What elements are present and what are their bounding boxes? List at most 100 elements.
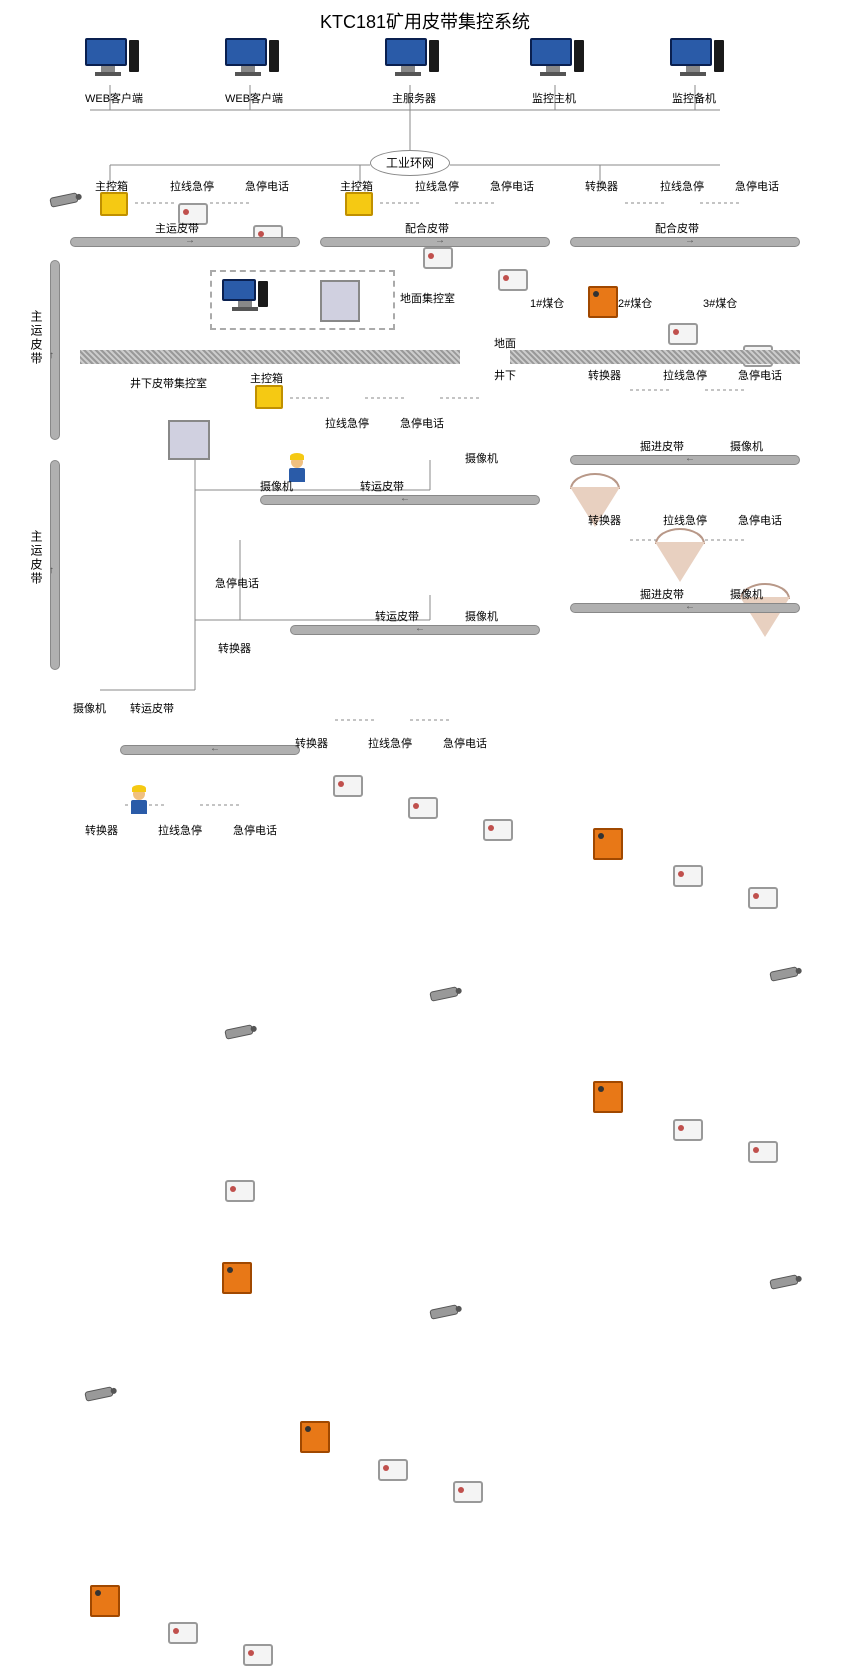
label-converter-b1: 转换器 (295, 735, 328, 751)
pull-stop-b2 (168, 1622, 198, 1644)
under-pull-stop (333, 775, 363, 797)
label-pull-stop-b1: 拉线急停 (368, 735, 412, 751)
label-trans-belt-2: 转运皮带 (375, 608, 419, 624)
pull-stop-box-b (423, 247, 453, 269)
label-silo-3: 3#煤仓 (703, 295, 737, 311)
label-trans-belt-1: 转运皮带 (360, 478, 404, 494)
label-main-server: 主服务器 (392, 90, 436, 106)
label-camera-mid: 摄像机 (465, 450, 498, 466)
ground-room-pc (222, 279, 256, 301)
converter-2 (593, 1081, 623, 1113)
camera-mid (429, 986, 458, 1002)
camera-bl (84, 1386, 113, 1402)
under-main-ctrl (255, 385, 283, 409)
converter-b1 (300, 1421, 330, 1453)
under-estop-phone (408, 797, 438, 819)
system-title: KTC181矿用皮带集控系统 (0, 8, 850, 34)
label-main-ctrl-b: 主控箱 (340, 178, 373, 194)
converter-b2 (90, 1585, 120, 1617)
belt-trans-1 (260, 495, 540, 505)
label-dig-belt-2: 掘进皮带 (640, 586, 684, 602)
converter-box-c (588, 286, 618, 318)
ground-room-cabinet (320, 280, 360, 322)
ground-bar-right (510, 350, 800, 364)
label-monitor-backup: 监控备机 (672, 90, 716, 106)
estop-phone-box-b (498, 269, 528, 291)
vlabel-1: 主运皮带 (28, 310, 45, 366)
camera-dig-2 (769, 1274, 798, 1290)
ground-room-operator (288, 456, 306, 480)
label-estop-phone-r2: 急停电话 (738, 512, 782, 528)
label-estop-phone-c: 急停电话 (735, 178, 779, 194)
belt-trans-3 (120, 745, 300, 755)
estop-phone-b2 (243, 1644, 273, 1666)
label-under-pull-stop-2: 拉线急停 (663, 367, 707, 383)
label-under-room: 井下皮带集控室 (130, 375, 207, 391)
camera-trans-1 (224, 1024, 253, 1040)
belt-main-1 (70, 237, 300, 247)
label-coop-belt-2: 配合皮带 (655, 220, 699, 236)
pull-stop-b1 (378, 1459, 408, 1481)
label-ground-room: 地面集控室 (400, 290, 455, 306)
under-operator (130, 788, 148, 812)
computer-web-client-1 (85, 38, 127, 66)
under-converter (593, 828, 623, 860)
label-dig-belt-1: 掘进皮带 (640, 438, 684, 454)
belt-coop-2 (570, 237, 800, 247)
under-cabinet (168, 420, 210, 460)
label-converter-c: 转换器 (585, 178, 618, 194)
pull-stop-r2 (673, 1119, 703, 1141)
under-pull-stop-2 (673, 865, 703, 887)
silo-2 (655, 528, 705, 583)
main-ctrl-box (100, 192, 128, 216)
label-coop-belt-1: 配合皮带 (405, 220, 449, 236)
label-silo-1: 1#煤仓 (530, 295, 564, 311)
label-silo-2: 2#煤仓 (618, 295, 652, 311)
label-under-pull-stop: 拉线急停 (325, 415, 369, 431)
label-main-ctrl: 主控箱 (95, 178, 128, 194)
vlabel-2: 主运皮带 (28, 530, 45, 586)
belt-trans-2 (290, 625, 540, 635)
label-trans-belt-3: 转运皮带 (130, 700, 174, 716)
label-camera-dig-2: 摄像机 (730, 586, 763, 602)
label-estop-phone-b: 急停电话 (490, 178, 534, 194)
label-converter-b2: 转换器 (85, 822, 118, 838)
label-estop-phone-b2: 急停电话 (233, 822, 277, 838)
label-pull-stop-b2: 拉线急停 (158, 822, 202, 838)
label-underground: 井下 (494, 367, 516, 383)
camera-trans-2 (429, 1304, 458, 1320)
label-under-main-ctrl: 主控箱 (250, 370, 283, 386)
pull-stop-box-c (668, 323, 698, 345)
label-estop-phone-l: 急停电话 (215, 575, 259, 591)
label-camera-trans-2: 摄像机 (465, 608, 498, 624)
belt-dig-2 (570, 603, 800, 613)
camera-dig-1 (769, 966, 798, 982)
belt-dig-1 (570, 455, 800, 465)
label-converter-2: 转换器 (588, 512, 621, 528)
vbelt-1 (50, 260, 60, 440)
industrial-ring: 工业环网 (370, 150, 450, 176)
main-ctrl-box-b (345, 192, 373, 216)
label-pull-stop-r2: 拉线急停 (663, 512, 707, 528)
label-under-converter: 转换器 (588, 367, 621, 383)
belt-coop-1 (320, 237, 550, 247)
computer-monitor-host (530, 38, 572, 66)
label-main-belt-1: 主运皮带 (155, 220, 199, 236)
label-web-client-2: WEB客户端 (225, 90, 283, 106)
label-camera-dig-1: 摄像机 (730, 438, 763, 454)
label-camera-trans-1: 摄像机 (260, 478, 293, 494)
computer-main-server (385, 38, 427, 66)
label-converter-l: 转换器 (218, 640, 251, 656)
estop-phone-r2 (748, 1141, 778, 1163)
label-estop-phone-b1: 急停电话 (443, 735, 487, 751)
label-camera-bl: 摄像机 (73, 700, 106, 716)
camera-icon (49, 192, 78, 208)
converter-l (222, 1262, 252, 1294)
label-pull-stop-c: 拉线急停 (660, 178, 704, 194)
label-ground: 地面 (494, 335, 516, 351)
label-pull-stop: 拉线急停 (170, 178, 214, 194)
ground-bar-left (80, 350, 460, 364)
under-estop-phone-2 (483, 819, 513, 841)
vbelt-2 (50, 460, 60, 670)
label-web-client-1: WEB客户端 (85, 90, 143, 106)
